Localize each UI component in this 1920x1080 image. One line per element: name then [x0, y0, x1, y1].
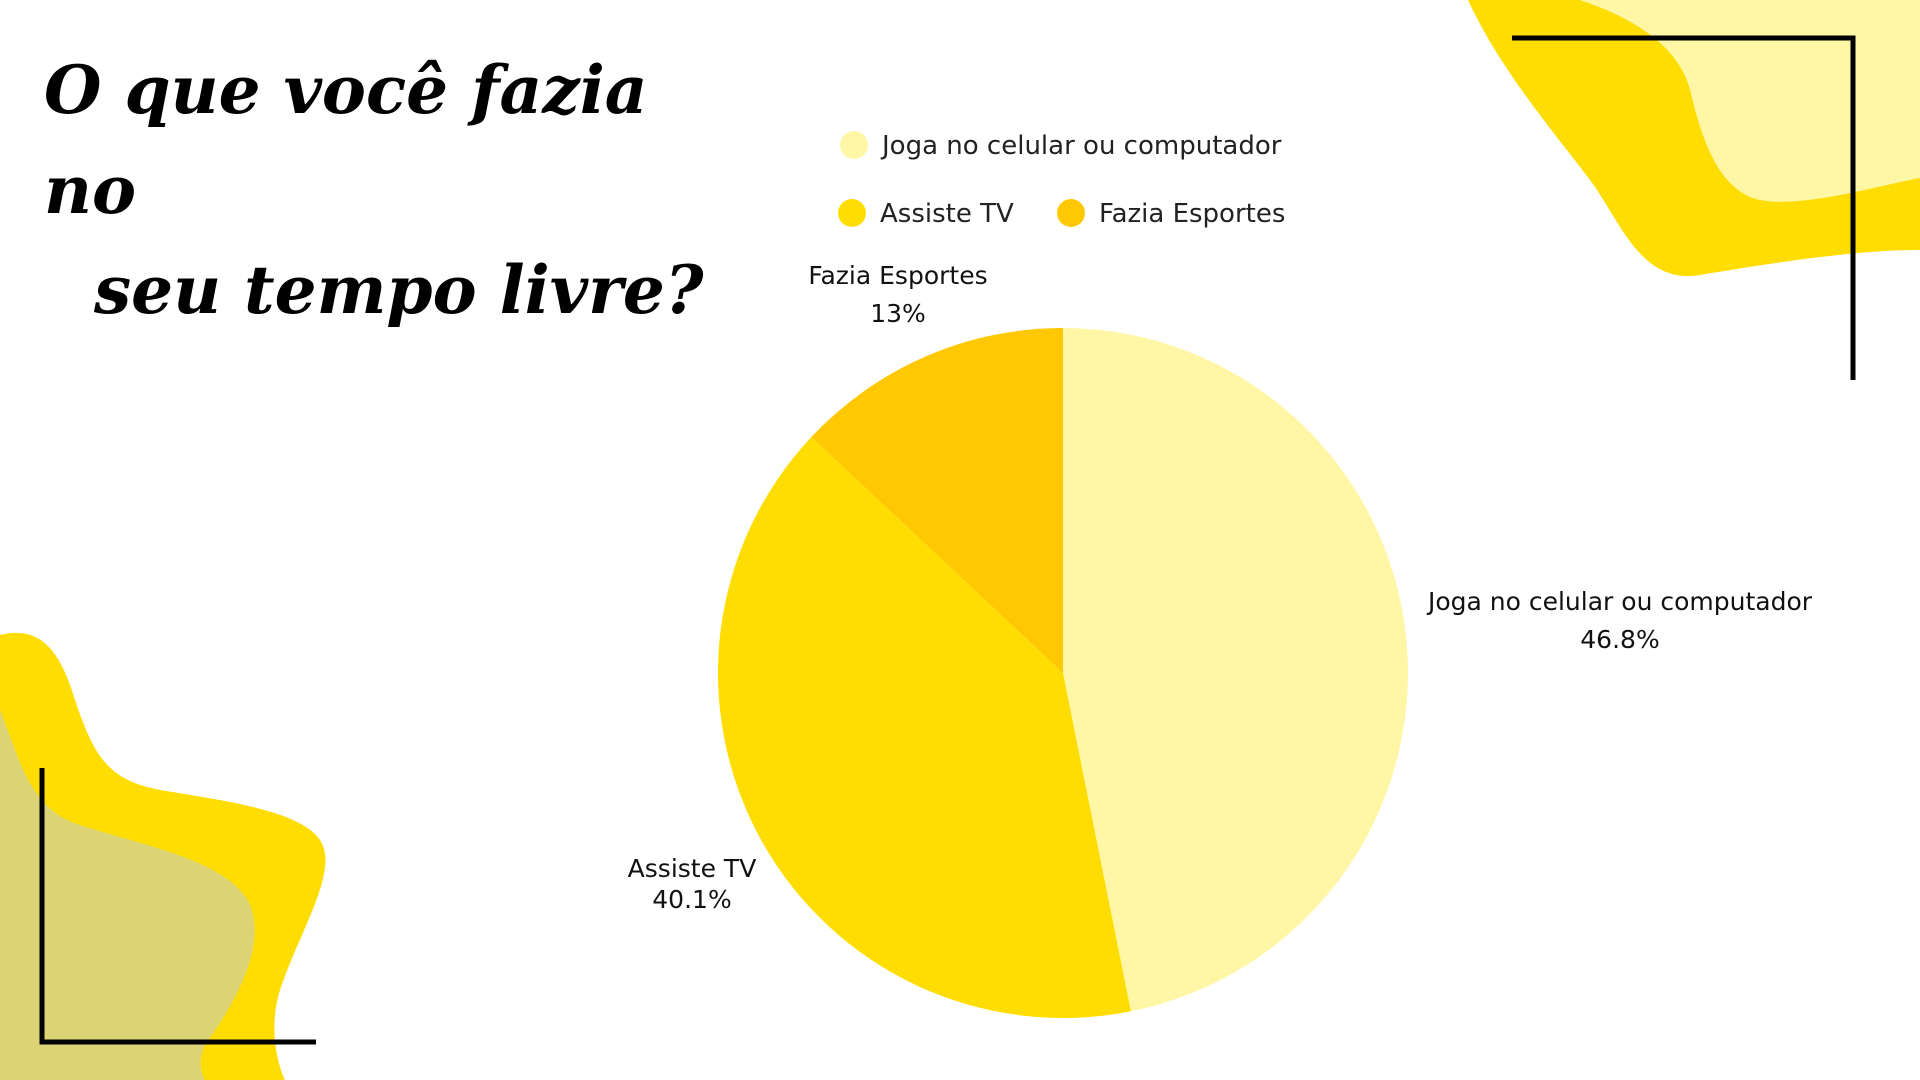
title-line-1: O que você fazia no — [44, 51, 648, 229]
slice-value-joga-no-celular-ou-computador: 46.8% — [1580, 625, 1659, 654]
pie-slice-fazia-esportes — [811, 328, 1063, 673]
legend-swatch-assiste-tv — [838, 199, 866, 227]
bottom-left-frame — [39, 768, 316, 1045]
bottom-left-blob-inner — [0, 710, 255, 1080]
legend-swatch-joga-no-celular-ou-computador — [840, 131, 868, 159]
pie-slice-assiste-tv — [718, 437, 1131, 1018]
pie-slices — [718, 328, 1409, 1018]
slice-value-assiste-tv: 40.1% — [652, 885, 731, 914]
slice-label-fazia-esportes: Fazia Esportes — [808, 261, 987, 290]
title-line-2: seu tempo livre? — [94, 251, 704, 329]
chart-legend: Joga no celular ou computador Assiste TV F… — [838, 131, 1285, 229]
top-right-blob-inner — [1580, 0, 1920, 202]
legend-swatch-fazia-esportes — [1057, 199, 1085, 227]
legend-label-joga-no-celular-ou-computador: Joga no celular ou computador — [880, 131, 1282, 161]
slice-label-joga-no-celular-ou-computador: Joga no celular ou computador — [1426, 587, 1813, 616]
slice-value-fazia-esportes: 13% — [870, 299, 926, 328]
top-right-frame — [1512, 35, 1856, 380]
legend-label-fazia-esportes: Fazia Esportes — [1099, 199, 1285, 229]
page-title: O que você fazia no seu tempo livre? — [44, 40, 744, 340]
legend-label-assiste-tv: Assiste TV — [880, 199, 1014, 229]
pie-slice-joga-no-celular-ou-computador — [1063, 328, 1409, 1012]
slice-labels: Joga no celular ou computador 46.8% Assist… — [628, 261, 1813, 914]
slice-label-assiste-tv: Assiste TV — [628, 854, 757, 883]
